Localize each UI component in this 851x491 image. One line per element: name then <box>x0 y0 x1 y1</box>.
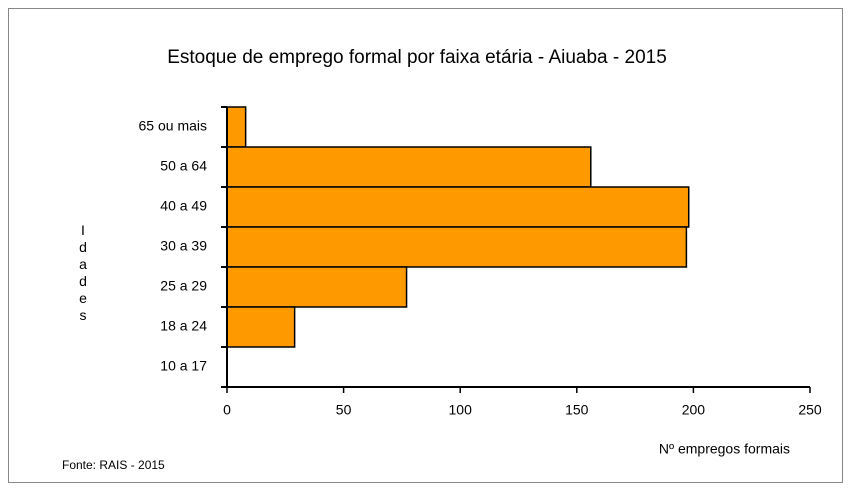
bar <box>226 306 296 348</box>
bar <box>226 186 690 228</box>
bar <box>226 146 592 188</box>
x-tick-label: 50 <box>336 402 352 418</box>
x-tick-label: 250 <box>798 402 822 418</box>
y-tick-label: 40 a 49 <box>160 198 207 214</box>
y-tick-label: 65 ou mais <box>139 118 207 134</box>
x-tick-label: 150 <box>565 402 589 418</box>
y-tick-label: 25 a 29 <box>160 278 207 294</box>
y-tick-label: 10 a 17 <box>160 358 207 374</box>
x-tick-label: 200 <box>682 402 706 418</box>
bar <box>226 106 247 148</box>
source-note: Fonte: RAIS - 2015 <box>62 458 165 472</box>
bar <box>226 266 408 308</box>
y-tick-label: 50 a 64 <box>160 158 207 174</box>
y-tick-label: 30 a 39 <box>160 238 207 254</box>
x-tick-label: 0 <box>223 402 231 418</box>
x-axis-label: Nº empregos formais <box>659 441 790 457</box>
y-tick-label: 18 a 24 <box>160 318 207 334</box>
y-axis-label: Idades <box>75 222 91 324</box>
chart-title: Estoque de emprego formal por faixa etár… <box>167 47 667 68</box>
x-tick-label: 100 <box>449 402 473 418</box>
bar <box>226 226 688 268</box>
